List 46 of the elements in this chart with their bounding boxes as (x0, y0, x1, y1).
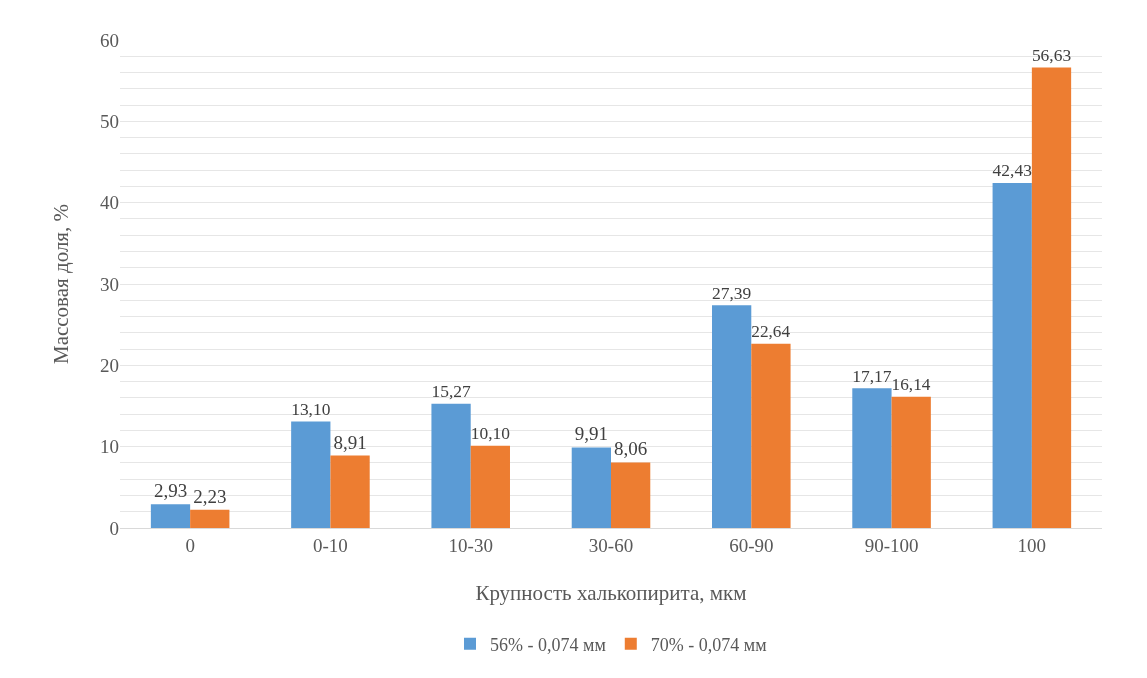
bar (992, 182, 1032, 528)
legend-label: 70% - 0,074 мм (650, 634, 767, 655)
data-label: 13,10 (291, 398, 331, 419)
data-label: 17,17 (852, 365, 892, 386)
x-tick-label: 0-10 (313, 534, 348, 556)
x-tick-label: 90-100 (864, 534, 919, 556)
legend-label: 56% - 0,074 мм (490, 634, 606, 655)
y-axis-title: Массовая доля, % (49, 203, 73, 365)
bar (470, 445, 510, 528)
y-tick-label: 30 (100, 273, 119, 295)
data-label: 22,64 (751, 322, 791, 342)
data-label: 42,43 (992, 160, 1033, 181)
x-tick-label: 0 (185, 534, 195, 556)
data-label: 56,63 (1031, 44, 1072, 65)
bar (1031, 67, 1072, 528)
bar (150, 504, 191, 528)
x-tick-label: 30-60 (588, 534, 634, 556)
bar (330, 455, 370, 528)
data-label: 8,91 (333, 431, 367, 453)
data-label: 10,10 (470, 423, 511, 444)
x-axis-title: Крупность халькопирита, мкм (475, 581, 747, 605)
y-tick-label: 10 (100, 436, 119, 458)
data-label: 15,27 (431, 381, 471, 402)
bar (190, 509, 230, 528)
y-tick-label: 0 (109, 517, 119, 539)
data-label: 9,91 (574, 423, 608, 445)
bar (852, 388, 892, 528)
data-label: 16,14 (891, 375, 931, 395)
data-label: 8,06 (614, 438, 648, 460)
y-tick-label: 40 (100, 192, 119, 214)
y-tick-label: 20 (100, 354, 119, 376)
data-label: 27,39 (712, 282, 752, 303)
data-label: 2,93 (153, 480, 188, 502)
bar (431, 403, 471, 528)
bar (751, 343, 791, 528)
bar (891, 396, 931, 528)
y-tick-label: 60 (100, 29, 119, 51)
bar (611, 462, 651, 528)
y-tick-label: 50 (100, 110, 119, 132)
x-tick-label: 100 (1017, 534, 1047, 556)
bar (712, 305, 752, 528)
data-label: 2,23 (193, 485, 227, 507)
bar (571, 447, 611, 528)
x-tick-label: 60-90 (729, 534, 774, 556)
x-tick-label: 10-30 (448, 534, 493, 556)
bar (291, 421, 331, 528)
